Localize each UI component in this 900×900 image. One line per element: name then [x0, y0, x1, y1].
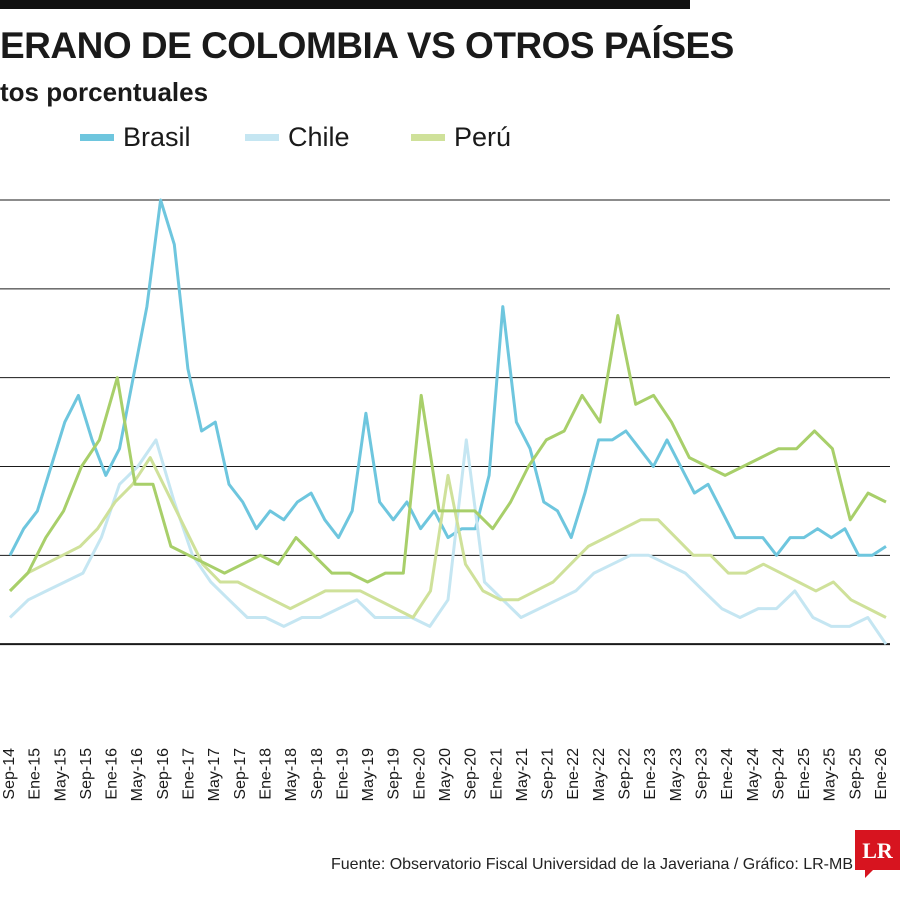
x-tick-label: Sep-18 [309, 748, 326, 800]
x-tick-label: May-21 [514, 748, 531, 801]
x-tick-label: Ene-21 [488, 748, 505, 800]
x-tick-label: May-16 [129, 748, 146, 801]
x-tick-label: Sep-16 [155, 748, 172, 800]
x-tick-label: Sep-19 [386, 748, 403, 800]
x-tick-label: Sep-21 [540, 748, 557, 800]
x-tick-label: May-18 [283, 748, 300, 801]
x-tick-label: Ene-15 [27, 748, 44, 800]
x-tick-label: Ene-24 [719, 748, 736, 800]
series-line-chile [8, 438, 888, 646]
source-note: Fuente: Observatorio Fiscal Universidad … [331, 856, 853, 873]
x-tick-label: Sep-24 [770, 748, 787, 800]
x-tick-label: Sep-20 [463, 748, 480, 800]
svg-text:LR: LR [862, 838, 894, 863]
grid [0, 199, 890, 646]
x-tick-label: Sep-25 [847, 748, 864, 800]
x-tick-label: May-15 [52, 748, 69, 801]
x-tick-label: Sep-15 [78, 748, 95, 800]
series-line-extra-3 [8, 314, 887, 592]
series-line-brasil [8, 198, 887, 557]
x-tick-label: Ene-18 [258, 748, 275, 800]
legend-swatch-brasil [80, 133, 114, 141]
legend-swatch-peru [411, 133, 445, 141]
x-tick-label: Ene-16 [104, 748, 121, 800]
x-tick-label: May-23 [668, 748, 685, 801]
lr-logo-icon: LR [855, 830, 900, 878]
x-tick-label: Sep-23 [694, 748, 711, 800]
x-tick-label: Ene-17 [181, 748, 198, 800]
line-chart: Sep-14 Ene-15 May-15 Sep-15 Ene-16 May-16 Sep-… [0, 198, 890, 801]
x-tick-label: Ene-26 [873, 748, 890, 800]
series-lines [8, 198, 888, 646]
x-tick-label: Ene-19 [334, 748, 351, 800]
chart-title: ERANO DE COLOMBIA VS OTROS PAÍSES [0, 25, 734, 66]
legend-label-brasil: Brasil [123, 121, 191, 152]
x-tick-label: May-17 [206, 748, 223, 801]
legend-swatch-chile [245, 133, 279, 141]
x-tick-label: Sep-14 [1, 748, 18, 800]
legend-item-chile: Chile [245, 120, 350, 154]
x-axis-ticks: Sep-14 Ene-15 May-15 Sep-15 Ene-16 May-16 Sep-… [1, 748, 890, 801]
x-tick-label: May-24 [745, 748, 762, 801]
x-tick-label: Ene-22 [565, 748, 582, 800]
x-tick-label: May-20 [437, 748, 454, 801]
legend-item-brasil: Brasil [80, 120, 191, 154]
x-tick-label: May-25 [822, 748, 839, 801]
x-tick-label: Sep-22 [617, 748, 634, 800]
x-tick-label: Sep-17 [232, 748, 249, 800]
series-line-per [8, 456, 887, 619]
x-tick-label: Ene-20 [411, 748, 428, 800]
x-tick-label: May-19 [360, 748, 377, 801]
legend-label-peru: Perú [454, 121, 512, 152]
legend: Brasil Chile Perú [0, 120, 900, 154]
x-tick-label: Ene-23 [642, 748, 659, 800]
legend-label-chile: Chile [288, 121, 350, 152]
x-tick-label: May-22 [591, 748, 608, 801]
x-tick-label: Ene-25 [796, 748, 813, 800]
legend-item-peru: Perú [411, 120, 511, 154]
top-rule [0, 0, 690, 9]
chart-subtitle: tos porcentuales [0, 77, 209, 107]
